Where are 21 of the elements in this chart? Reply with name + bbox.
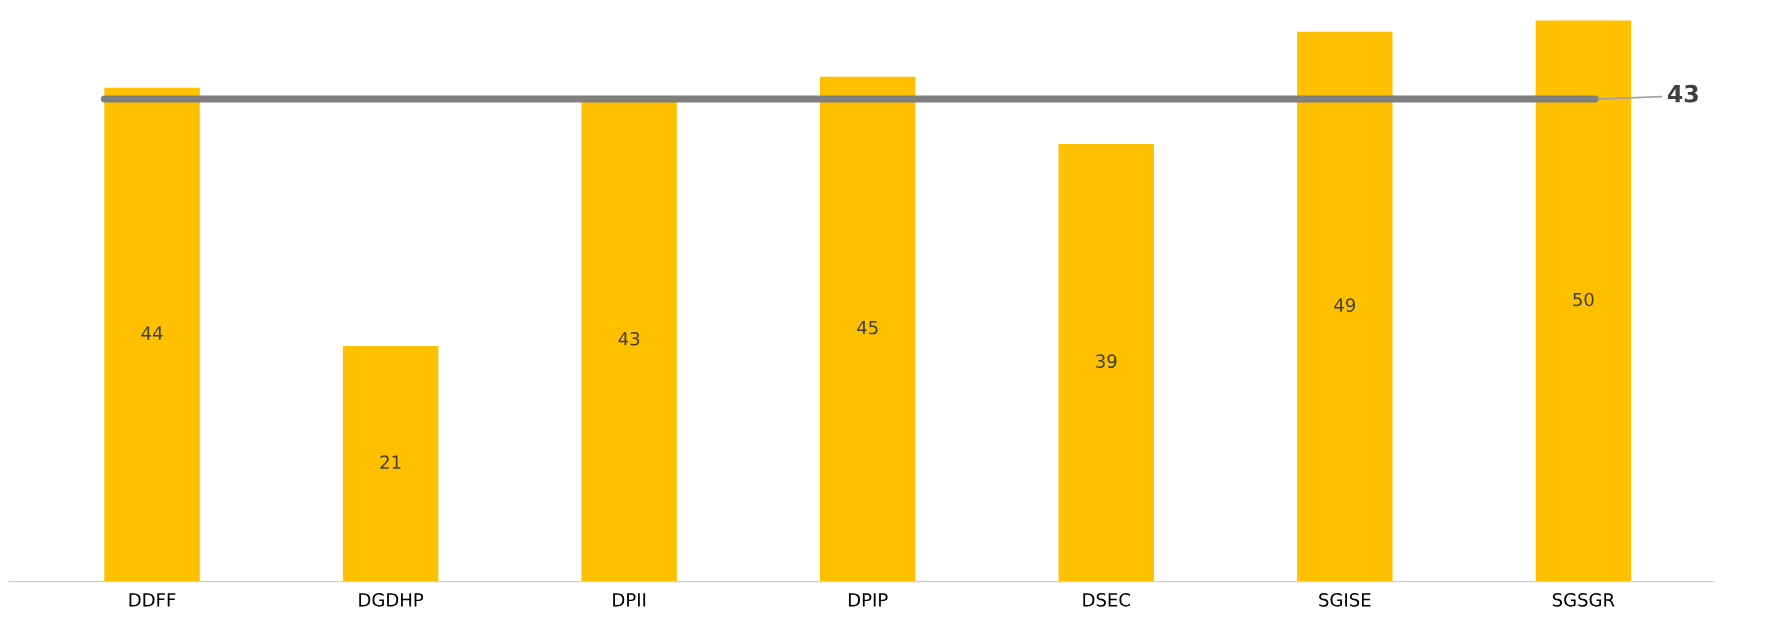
x-tick-label: DSEC <box>1083 593 1130 607</box>
bar <box>342 345 439 582</box>
x-tick-label: DDFF <box>129 593 176 607</box>
bar <box>1297 31 1393 582</box>
x-tick-label: DPII <box>613 593 646 607</box>
x-tick-label: DPIP <box>848 593 888 607</box>
bar <box>1058 143 1154 582</box>
x-tick-label: SGSGR <box>1552 593 1615 607</box>
bar <box>104 87 200 582</box>
bar <box>820 76 916 582</box>
data-label: 50 <box>1573 292 1594 307</box>
data-label: 45 <box>857 320 878 335</box>
data-label: 43 <box>618 331 640 346</box>
x-tick-label: SGISE <box>1319 593 1371 607</box>
ref-line-label: 43 <box>1667 84 1698 103</box>
bar <box>1535 20 1632 582</box>
x-tick-label: DGDHP <box>359 593 424 607</box>
data-label: 49 <box>1334 298 1356 312</box>
data-label: 39 <box>1096 354 1117 369</box>
data-label: 44 <box>141 326 163 340</box>
data-label: 21 <box>380 455 401 469</box>
